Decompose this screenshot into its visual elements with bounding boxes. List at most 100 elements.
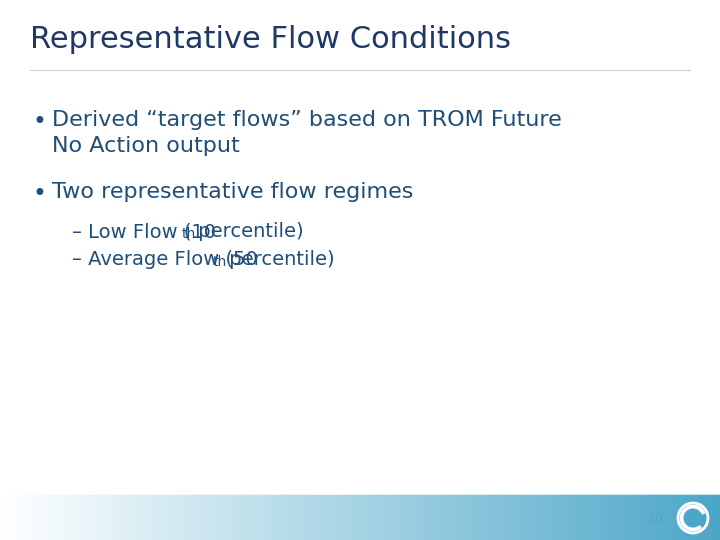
Bar (606, 495, 609, 540)
Bar (202, 495, 204, 540)
Bar (635, 495, 638, 540)
Bar (132, 495, 134, 540)
Bar (505, 495, 508, 540)
Bar (498, 495, 501, 540)
Bar (294, 495, 296, 540)
Bar (114, 495, 116, 540)
Bar (677, 495, 680, 540)
Bar (128, 495, 130, 540)
Bar (209, 495, 212, 540)
Bar (490, 495, 492, 540)
Bar (367, 495, 370, 540)
Bar (191, 495, 194, 540)
Bar (477, 495, 480, 540)
Bar (438, 495, 440, 540)
Bar (329, 495, 332, 540)
Bar (319, 495, 321, 540)
Bar (402, 495, 404, 540)
Bar (281, 495, 284, 540)
Bar (263, 495, 266, 540)
Bar (459, 495, 462, 540)
Bar (167, 495, 170, 540)
Bar (423, 495, 426, 540)
Bar (623, 495, 626, 540)
Bar (6, 495, 8, 540)
Bar (625, 495, 627, 540)
Bar (464, 495, 467, 540)
Bar (711, 495, 714, 540)
Bar (81, 495, 84, 540)
Bar (18, 495, 21, 540)
Bar (25, 495, 28, 540)
Bar (376, 495, 379, 540)
Bar (119, 495, 122, 540)
Bar (709, 495, 712, 540)
Bar (204, 495, 206, 540)
Bar (56, 495, 58, 540)
Bar (567, 495, 570, 540)
Bar (95, 495, 98, 540)
Bar (657, 495, 660, 540)
Bar (243, 495, 246, 540)
Bar (378, 495, 381, 540)
Bar (181, 495, 184, 540)
Bar (73, 495, 76, 540)
Bar (65, 495, 68, 540)
Bar (78, 495, 80, 540)
Bar (572, 495, 575, 540)
Bar (383, 495, 386, 540)
Bar (475, 495, 478, 540)
Bar (571, 495, 573, 540)
Bar (589, 495, 591, 540)
Bar (109, 495, 112, 540)
Bar (236, 495, 238, 540)
Bar (176, 495, 179, 540)
Bar (85, 495, 87, 540)
Bar (541, 495, 544, 540)
Bar (497, 495, 500, 540)
Bar (155, 495, 158, 540)
Bar (76, 495, 78, 540)
Bar (547, 495, 550, 540)
Bar (121, 495, 123, 540)
Bar (576, 495, 579, 540)
Bar (340, 495, 343, 540)
Bar (628, 495, 631, 540)
Bar (648, 495, 651, 540)
Bar (362, 495, 364, 540)
Bar (714, 495, 717, 540)
Bar (180, 495, 183, 540)
Bar (608, 495, 611, 540)
Bar (107, 495, 109, 540)
Bar (272, 495, 274, 540)
Bar (238, 495, 240, 540)
Bar (58, 495, 60, 540)
Bar (37, 495, 40, 540)
Bar (380, 495, 382, 540)
Bar (412, 495, 415, 540)
Bar (135, 495, 138, 540)
Bar (292, 495, 294, 540)
Bar (323, 495, 325, 540)
Bar (470, 495, 472, 540)
Bar (153, 495, 156, 540)
Bar (553, 495, 555, 540)
Bar (510, 495, 512, 540)
Bar (157, 495, 159, 540)
Bar (355, 495, 357, 540)
Bar (184, 495, 186, 540)
Bar (371, 495, 374, 540)
Bar (529, 495, 532, 540)
Bar (486, 495, 489, 540)
Bar (306, 495, 309, 540)
Bar (508, 495, 510, 540)
Bar (4, 495, 6, 540)
Bar (89, 495, 91, 540)
Bar (164, 495, 166, 540)
Bar (232, 495, 235, 540)
Text: – Average Flow (50: – Average Flow (50 (72, 250, 258, 269)
Bar (72, 495, 75, 540)
Bar (35, 495, 37, 540)
Bar (179, 495, 181, 540)
Bar (112, 495, 114, 540)
